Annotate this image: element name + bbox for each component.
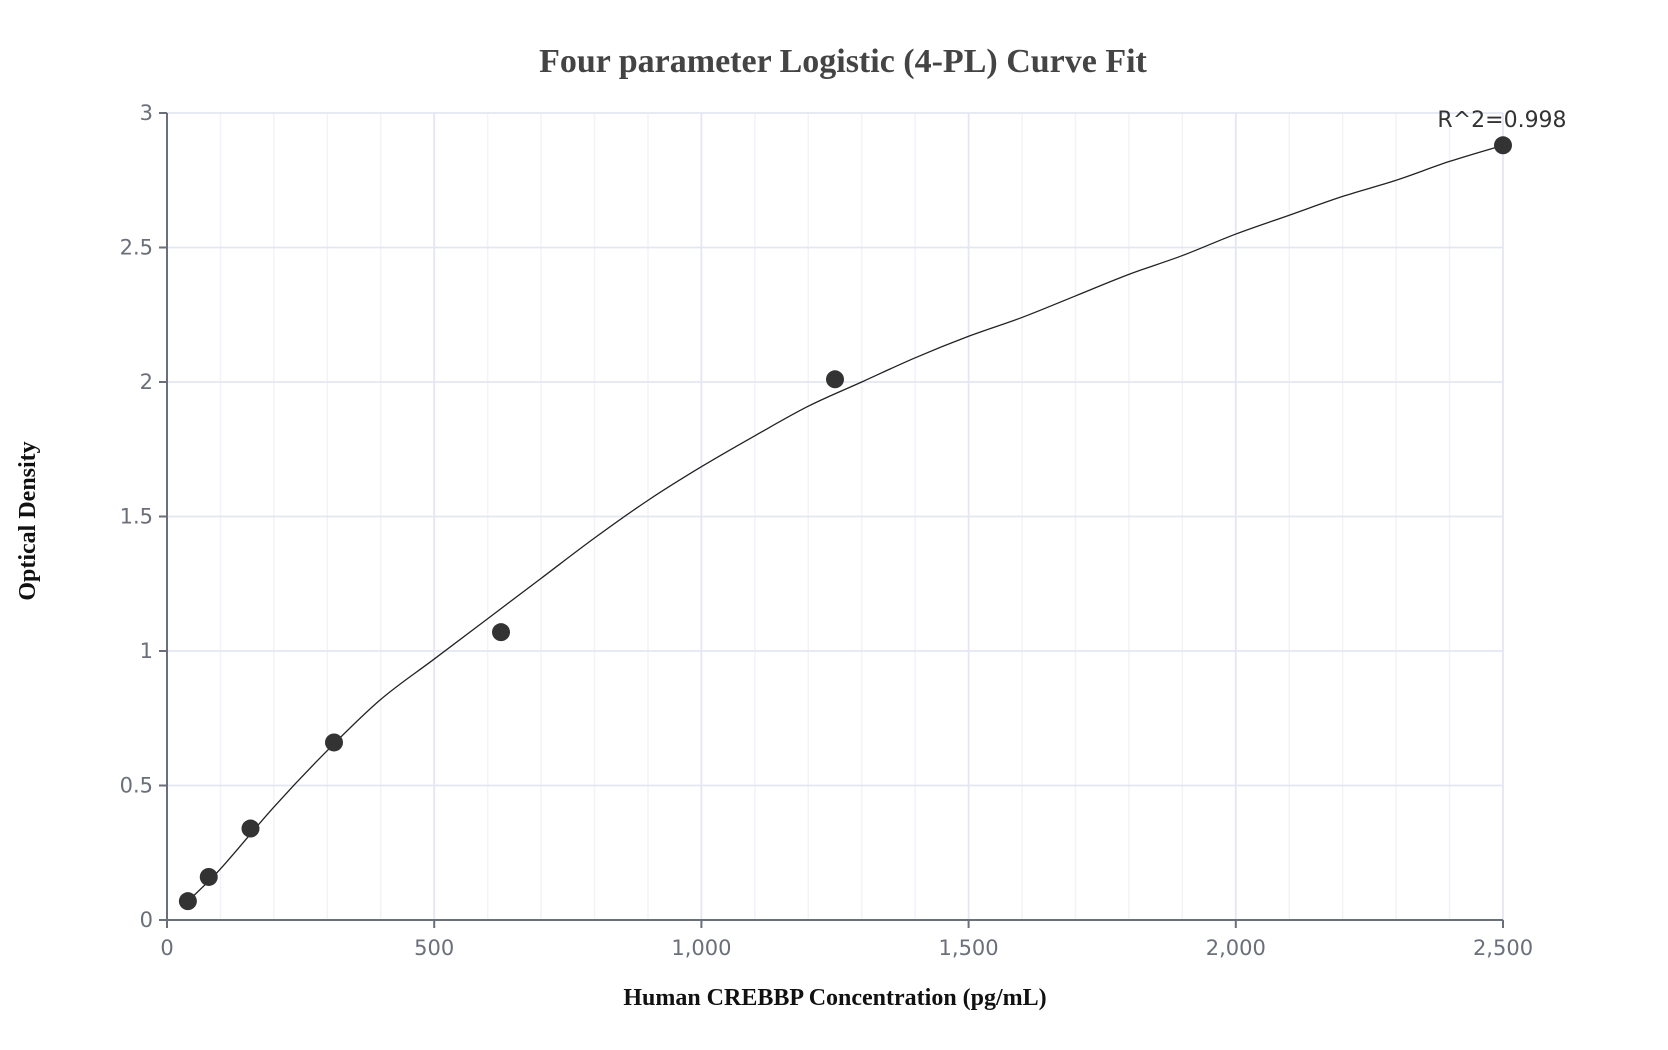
data-point-marker: [492, 623, 510, 642]
y-tick-label: 2: [140, 370, 153, 394]
y-tick-label: 1.5: [120, 505, 153, 529]
y-axis-ticks: 0 0.5 1 1.5 2 2.5 3: [120, 101, 167, 932]
r-squared-annotation: R^2=0.998: [1437, 108, 1566, 133]
data-point-marker: [178, 892, 197, 911]
x-tick-label: 1,500: [939, 936, 999, 960]
x-tick-label: 0: [160, 936, 173, 960]
fit-curve: [187, 144, 1504, 902]
y-tick-label: 3: [140, 101, 153, 125]
x-axis-ticks: 0 500 1,000 1,500 2,000 2,500: [160, 920, 1533, 960]
x-axis-title: Human CREBBP Concentration (pg/mL): [623, 985, 1046, 1011]
y-tick-label: 0.5: [120, 774, 153, 798]
y-tick-label: 2.5: [120, 236, 153, 260]
y-tick-label: 1: [140, 639, 153, 663]
x-tick-label: 1,000: [671, 936, 731, 960]
y-tick-label: 0: [140, 908, 153, 932]
x-tick-label: 2,000: [1206, 936, 1266, 960]
major-gridlines: [167, 112, 1504, 920]
data-point-marker: [199, 867, 218, 886]
x-tick-label: 2,500: [1473, 936, 1533, 960]
data-point-marker: [826, 370, 844, 389]
data-point-marker: [241, 819, 260, 838]
chart-title: Four parameter Logistic (4-PL) Curve Fit: [539, 43, 1147, 80]
data-point-marker: [325, 733, 343, 752]
data-points: [178, 136, 1512, 911]
data-point-marker: [1494, 136, 1512, 155]
x-tick-label: 500: [414, 936, 454, 960]
y-axis-title: Optical Density: [15, 441, 41, 600]
